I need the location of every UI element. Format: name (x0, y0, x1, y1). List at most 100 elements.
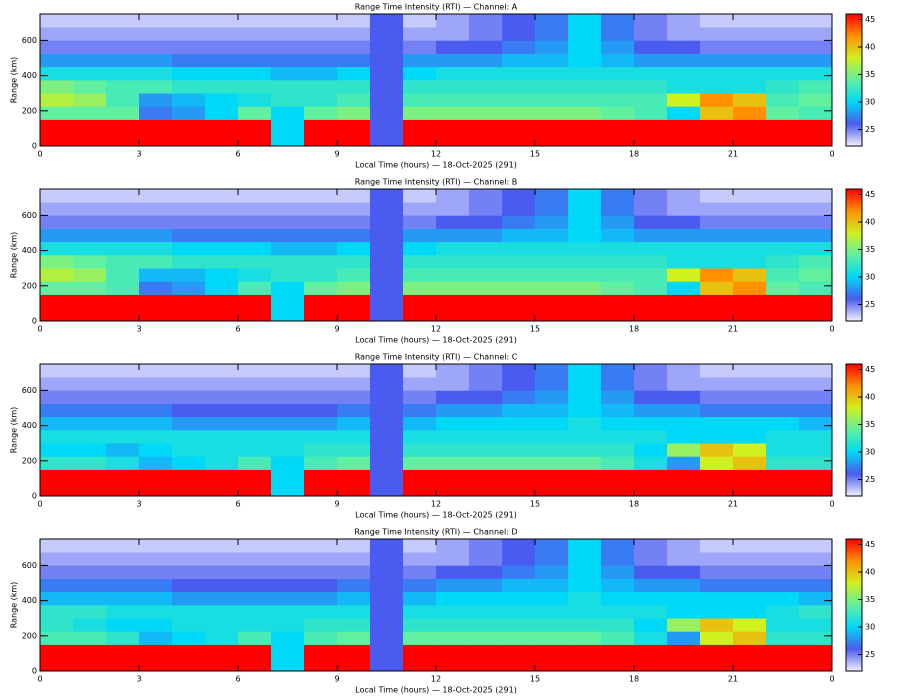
heat-cell (205, 189, 239, 203)
y-axis-label: Range (km) (10, 407, 19, 454)
x-tick-label: 3 (136, 325, 141, 334)
heat-cell (469, 403, 503, 418)
heat-cell (469, 578, 503, 593)
heat-cell (172, 93, 206, 107)
heat-cell (469, 307, 503, 322)
heat-cell (403, 390, 437, 404)
heat-cell (304, 482, 338, 497)
heat-cell (634, 552, 668, 566)
heat-cell (139, 53, 173, 68)
heat-cell (535, 202, 569, 216)
heat-cell (436, 27, 470, 41)
heat-cell (601, 552, 635, 566)
heat-cell (370, 228, 404, 243)
heat-cell (106, 281, 140, 295)
heat-cell (337, 202, 371, 216)
heat-cell (40, 14, 74, 28)
heat-cell (337, 27, 371, 41)
y-tick-label: 400 (22, 246, 37, 255)
x-tick-label: 0 (37, 500, 42, 509)
heat-cell (601, 14, 635, 28)
heat-cell (205, 40, 239, 54)
heat-cell (601, 294, 635, 309)
heat-cell (106, 618, 140, 632)
heat-cell (40, 241, 74, 256)
heat-cell (139, 552, 173, 566)
heat-cell (469, 552, 503, 566)
heat-cell (139, 430, 173, 444)
heat-cell (733, 456, 767, 470)
heat-cell (667, 202, 701, 216)
heat-cell (304, 202, 338, 216)
heat-cell (205, 106, 239, 120)
heat-cell (469, 416, 503, 431)
heat-cell (205, 591, 239, 606)
heat-cell (535, 618, 569, 632)
heat-cell (73, 591, 107, 606)
heat-cell (238, 416, 272, 431)
heat-cell (403, 469, 437, 484)
heat-cell (799, 66, 833, 81)
heat-cell (667, 578, 701, 593)
heat-cell (271, 605, 305, 619)
x-tick-label: 21 (728, 150, 738, 159)
heat-cell (799, 605, 833, 619)
heat-cell (271, 430, 305, 444)
x-tick-label: 18 (629, 150, 639, 159)
heat-cell (337, 539, 371, 553)
heat-cell (40, 456, 74, 470)
heat-cell (502, 215, 536, 229)
heat-cell (403, 631, 437, 645)
y-tick-label: 0 (32, 317, 37, 326)
heat-cell (733, 202, 767, 216)
heat-cell (799, 482, 833, 497)
heat-cell (766, 565, 800, 579)
heat-cell (502, 40, 536, 54)
heat-cell (73, 565, 107, 579)
heat-cell (568, 66, 602, 81)
heat-cell (436, 377, 470, 391)
heat-cell (139, 93, 173, 107)
heat-cell (502, 403, 536, 418)
heat-cell (667, 307, 701, 322)
heat-cell (667, 377, 701, 391)
heat-cell (271, 281, 305, 295)
heat-cell (568, 132, 602, 147)
heat-cell (40, 40, 74, 54)
heat-cell (568, 189, 602, 203)
heat-cell (766, 27, 800, 41)
heat-cell (139, 364, 173, 378)
heat-cell (403, 93, 437, 107)
heat-cell (337, 482, 371, 497)
heat-cell (73, 80, 107, 94)
heat-cell (601, 443, 635, 457)
heat-cell (106, 469, 140, 484)
heat-cell (370, 27, 404, 41)
heat-cell (271, 132, 305, 147)
heat-cell (700, 202, 734, 216)
heat-cell (436, 119, 470, 134)
heat-cell (73, 14, 107, 28)
heat-cell (535, 66, 569, 81)
heat-cell (436, 430, 470, 444)
heat-cell (238, 294, 272, 309)
heat-cell (667, 106, 701, 120)
heat-cell (502, 53, 536, 68)
heat-cell (535, 215, 569, 229)
heat-cell (634, 644, 668, 659)
heat-cell (73, 281, 107, 295)
heat-cell (436, 281, 470, 295)
heat-cell (238, 27, 272, 41)
heat-cell (469, 132, 503, 147)
heat-cell (271, 215, 305, 229)
heat-cell (403, 14, 437, 28)
heat-cell (634, 416, 668, 431)
heat-cell (634, 215, 668, 229)
heat-cell (337, 40, 371, 54)
heat-cell (733, 14, 767, 28)
heat-cell (139, 618, 173, 632)
heat-cell (568, 93, 602, 107)
heat-cell (139, 215, 173, 229)
colorbar-tick-label: 25 (865, 125, 875, 134)
heat-cell (502, 591, 536, 606)
